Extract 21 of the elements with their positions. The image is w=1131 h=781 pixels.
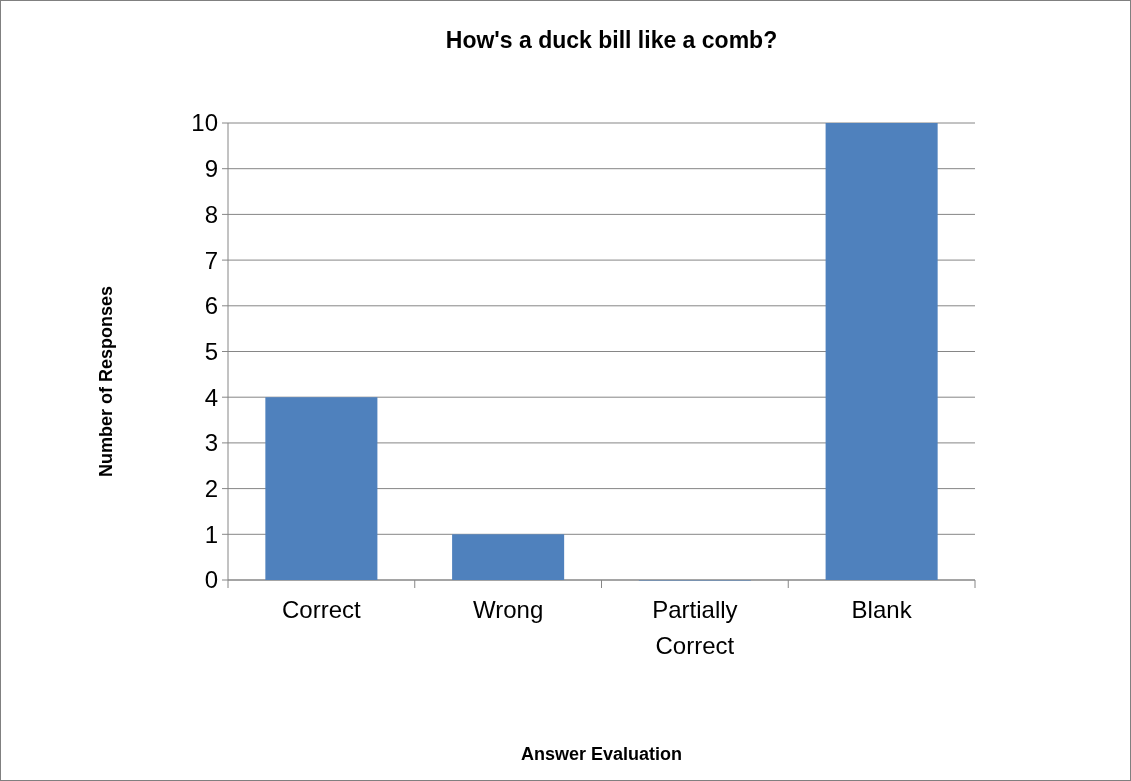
y-tick-label: 4 xyxy=(204,383,218,411)
x-tick-label: Partially Correct xyxy=(652,596,738,659)
x-tick-label: Correct xyxy=(282,596,362,623)
y-tick-label: 1 xyxy=(204,520,218,548)
y-tick-label: 0 xyxy=(204,566,218,594)
y-axis-title: Number of Responses xyxy=(96,285,116,478)
chart-title: How's a duck bill like a comb? xyxy=(445,27,778,53)
bar xyxy=(265,397,378,580)
bar xyxy=(825,123,938,580)
y-tick-label: 2 xyxy=(204,475,218,502)
bar xyxy=(452,534,565,580)
y-tick-label: 7 xyxy=(204,246,218,274)
x-axis-title: Answer Evaluation xyxy=(520,744,683,764)
y-tick-label: 3 xyxy=(204,429,218,457)
x-tick-label: Blank xyxy=(851,596,913,623)
y-tick-label: 10 xyxy=(191,109,218,137)
y-tick-label: 8 xyxy=(204,200,218,228)
y-tick-label: 9 xyxy=(204,155,218,183)
y-tick-label: 6 xyxy=(204,292,218,320)
y-tick-label: 5 xyxy=(204,337,218,365)
x-tick-label: Wrong xyxy=(472,596,544,623)
